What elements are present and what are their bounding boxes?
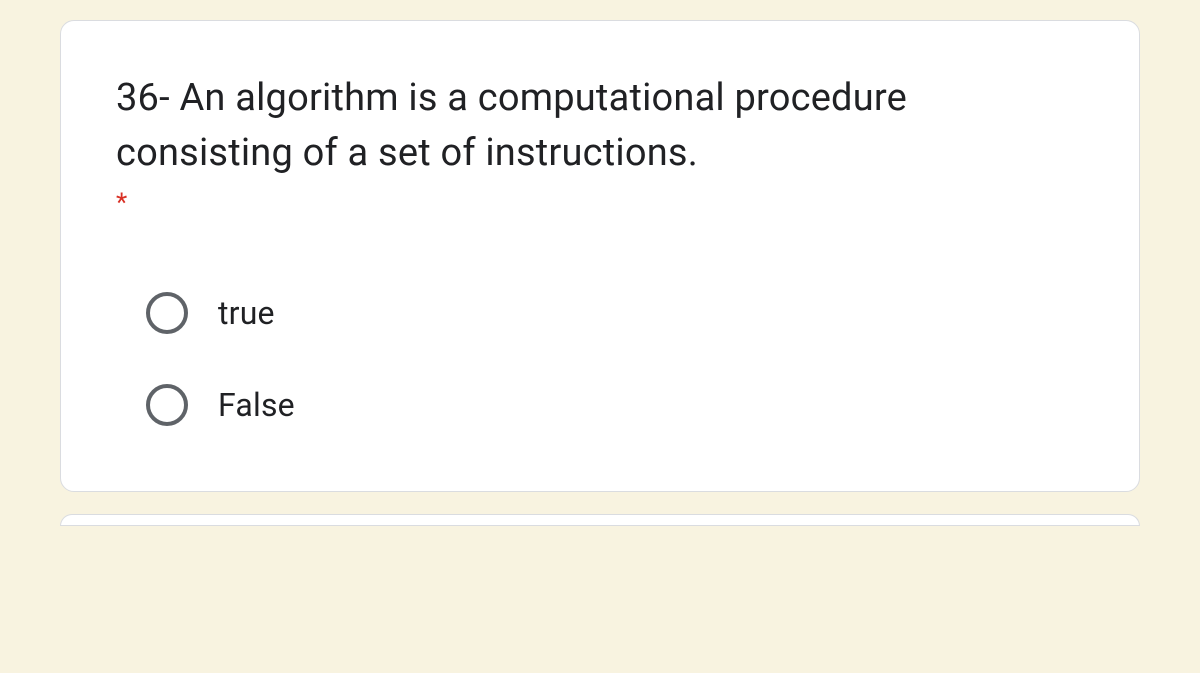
radio-option-false[interactable]: False [146, 384, 1084, 426]
question-card: 36- An algorithm is a computational proc… [60, 20, 1140, 492]
next-card-peek [60, 514, 1140, 526]
question-text: 36- An algorithm is a computational proc… [116, 76, 907, 175]
question-title: 36- An algorithm is a computational proc… [116, 71, 1084, 222]
radio-unchecked-icon [146, 384, 188, 426]
radio-option-true[interactable]: true [146, 292, 1084, 334]
option-label: true [218, 294, 275, 332]
required-asterisk: * [116, 185, 1084, 221]
options-container: true False [116, 292, 1084, 426]
radio-unchecked-icon [146, 292, 188, 334]
option-label: False [218, 386, 295, 424]
